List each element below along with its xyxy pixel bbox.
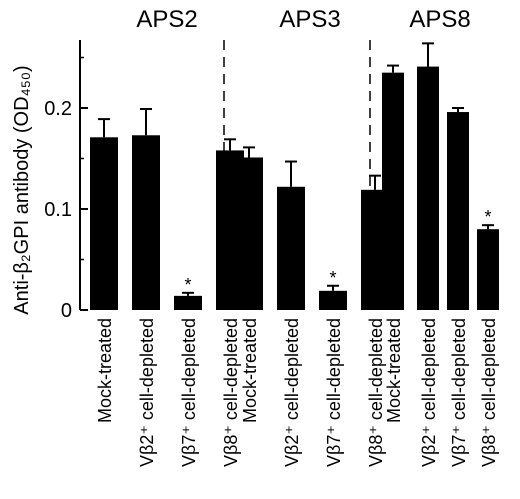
bar-aps2-3 — [174, 295, 202, 310]
category-label: Vβ7⁺ cell-depleted — [179, 318, 199, 467]
category-label: Vβ7⁺ cell-depleted — [449, 318, 469, 467]
significance-marker: * — [484, 207, 491, 227]
group-label-aps2: APS2 — [136, 6, 197, 33]
category-label: Mock-treated — [95, 318, 115, 423]
category-label: Vβ2⁺ cell-depleted — [137, 318, 157, 467]
bar-aps3-1 — [235, 157, 263, 310]
significance-marker: * — [184, 275, 191, 295]
group-labels: APS2 APS3 APS8 — [136, 6, 470, 33]
y-tick-label: 0.1 — [44, 199, 72, 221]
category-label: Vβ2⁺ cell-depleted — [419, 318, 439, 467]
y-tick-label: 0.2 — [44, 98, 72, 120]
significance-markers: * * * — [184, 207, 491, 295]
category-label: Vβ8⁺ cell-depleted — [479, 318, 499, 467]
significance-marker: * — [329, 268, 336, 288]
bar-aps2-1 — [90, 137, 118, 310]
bars — [90, 66, 499, 311]
axes: 0 0.1 0.2 — [44, 40, 88, 322]
y-tick-label: 0 — [61, 300, 72, 322]
group-label-aps8: APS8 — [409, 6, 470, 33]
bar-aps8-2 — [417, 66, 439, 310]
category-label: Vβ2⁺ cell-depleted — [282, 318, 302, 467]
bar-aps3-2 — [277, 186, 305, 310]
category-label: Mock-treated — [384, 318, 404, 423]
bar-aps3-3 — [319, 290, 347, 310]
bar-aps2-2 — [132, 135, 160, 310]
category-labels: Mock-treated Vβ2⁺ cell-depleted Vβ7⁺ cell-… — [95, 318, 499, 467]
category-label: Mock-treated — [240, 318, 260, 423]
category-label: Vβ7⁺ cell-depleted — [324, 318, 344, 467]
bar-aps8-3 — [447, 112, 469, 310]
bar-aps8-4 — [477, 229, 499, 310]
category-label: Vβ8⁺ cell-depleted — [366, 318, 386, 467]
bar-aps8-1 — [382, 72, 404, 311]
category-label: Vβ8⁺ cell-depleted — [221, 318, 241, 467]
group-label-aps3: APS3 — [279, 6, 340, 33]
y-axis-title: Anti-β₂GPI antibody (OD₄₅₀) — [11, 65, 33, 314]
error-bars — [98, 42, 494, 296]
